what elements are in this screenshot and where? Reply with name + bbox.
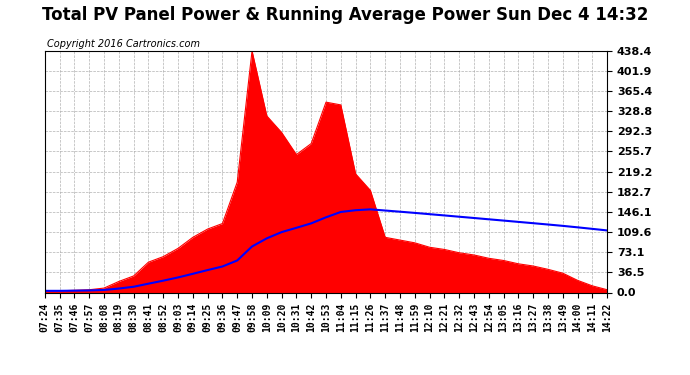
Text: PV Panels  (DC Watts): PV Panels (DC Watts) bbox=[549, 24, 669, 33]
Text: Copyright 2016 Cartronics.com: Copyright 2016 Cartronics.com bbox=[47, 39, 200, 50]
Text: Total PV Panel Power & Running Average Power Sun Dec 4 14:32: Total PV Panel Power & Running Average P… bbox=[42, 6, 648, 24]
Text: Average  (DC Watts): Average (DC Watts) bbox=[420, 24, 532, 33]
